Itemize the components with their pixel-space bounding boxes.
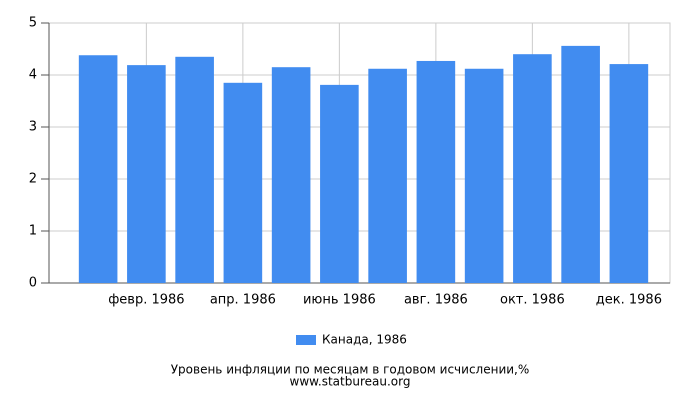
bar xyxy=(561,45,600,283)
x-tick-label: окт. 1986 xyxy=(500,293,565,308)
legend-label: Канада, 1986 xyxy=(322,333,407,347)
legend-swatch xyxy=(296,335,316,345)
x-tick-label: июнь 1986 xyxy=(303,293,376,308)
bar xyxy=(609,64,649,283)
y-tick-label: 4 xyxy=(29,68,37,83)
bar xyxy=(464,68,504,283)
y-tick-label: 3 xyxy=(29,120,37,135)
x-tick-label: февр. 1986 xyxy=(108,293,184,308)
bar xyxy=(127,65,166,284)
bar xyxy=(271,67,311,283)
bar xyxy=(320,84,359,283)
x-tick-label: апр. 1986 xyxy=(210,293,276,308)
bar xyxy=(416,60,456,284)
y-tick-label: 2 xyxy=(29,172,37,187)
y-tick-label: 5 xyxy=(29,16,37,31)
bar xyxy=(175,56,214,283)
x-tick-label: дек. 1986 xyxy=(596,293,662,308)
y-tick-label: 0 xyxy=(29,276,37,291)
bar xyxy=(368,68,407,283)
bar xyxy=(223,82,263,283)
x-tick-label: авг. 1986 xyxy=(404,293,468,308)
bar xyxy=(78,55,118,283)
chart-subtitle: www.statbureau.org xyxy=(290,375,411,389)
y-tick-label: 1 xyxy=(29,224,37,239)
chart-title: Уровень инфляции по месяцам в годовом ис… xyxy=(171,363,530,377)
bar xyxy=(513,54,552,284)
